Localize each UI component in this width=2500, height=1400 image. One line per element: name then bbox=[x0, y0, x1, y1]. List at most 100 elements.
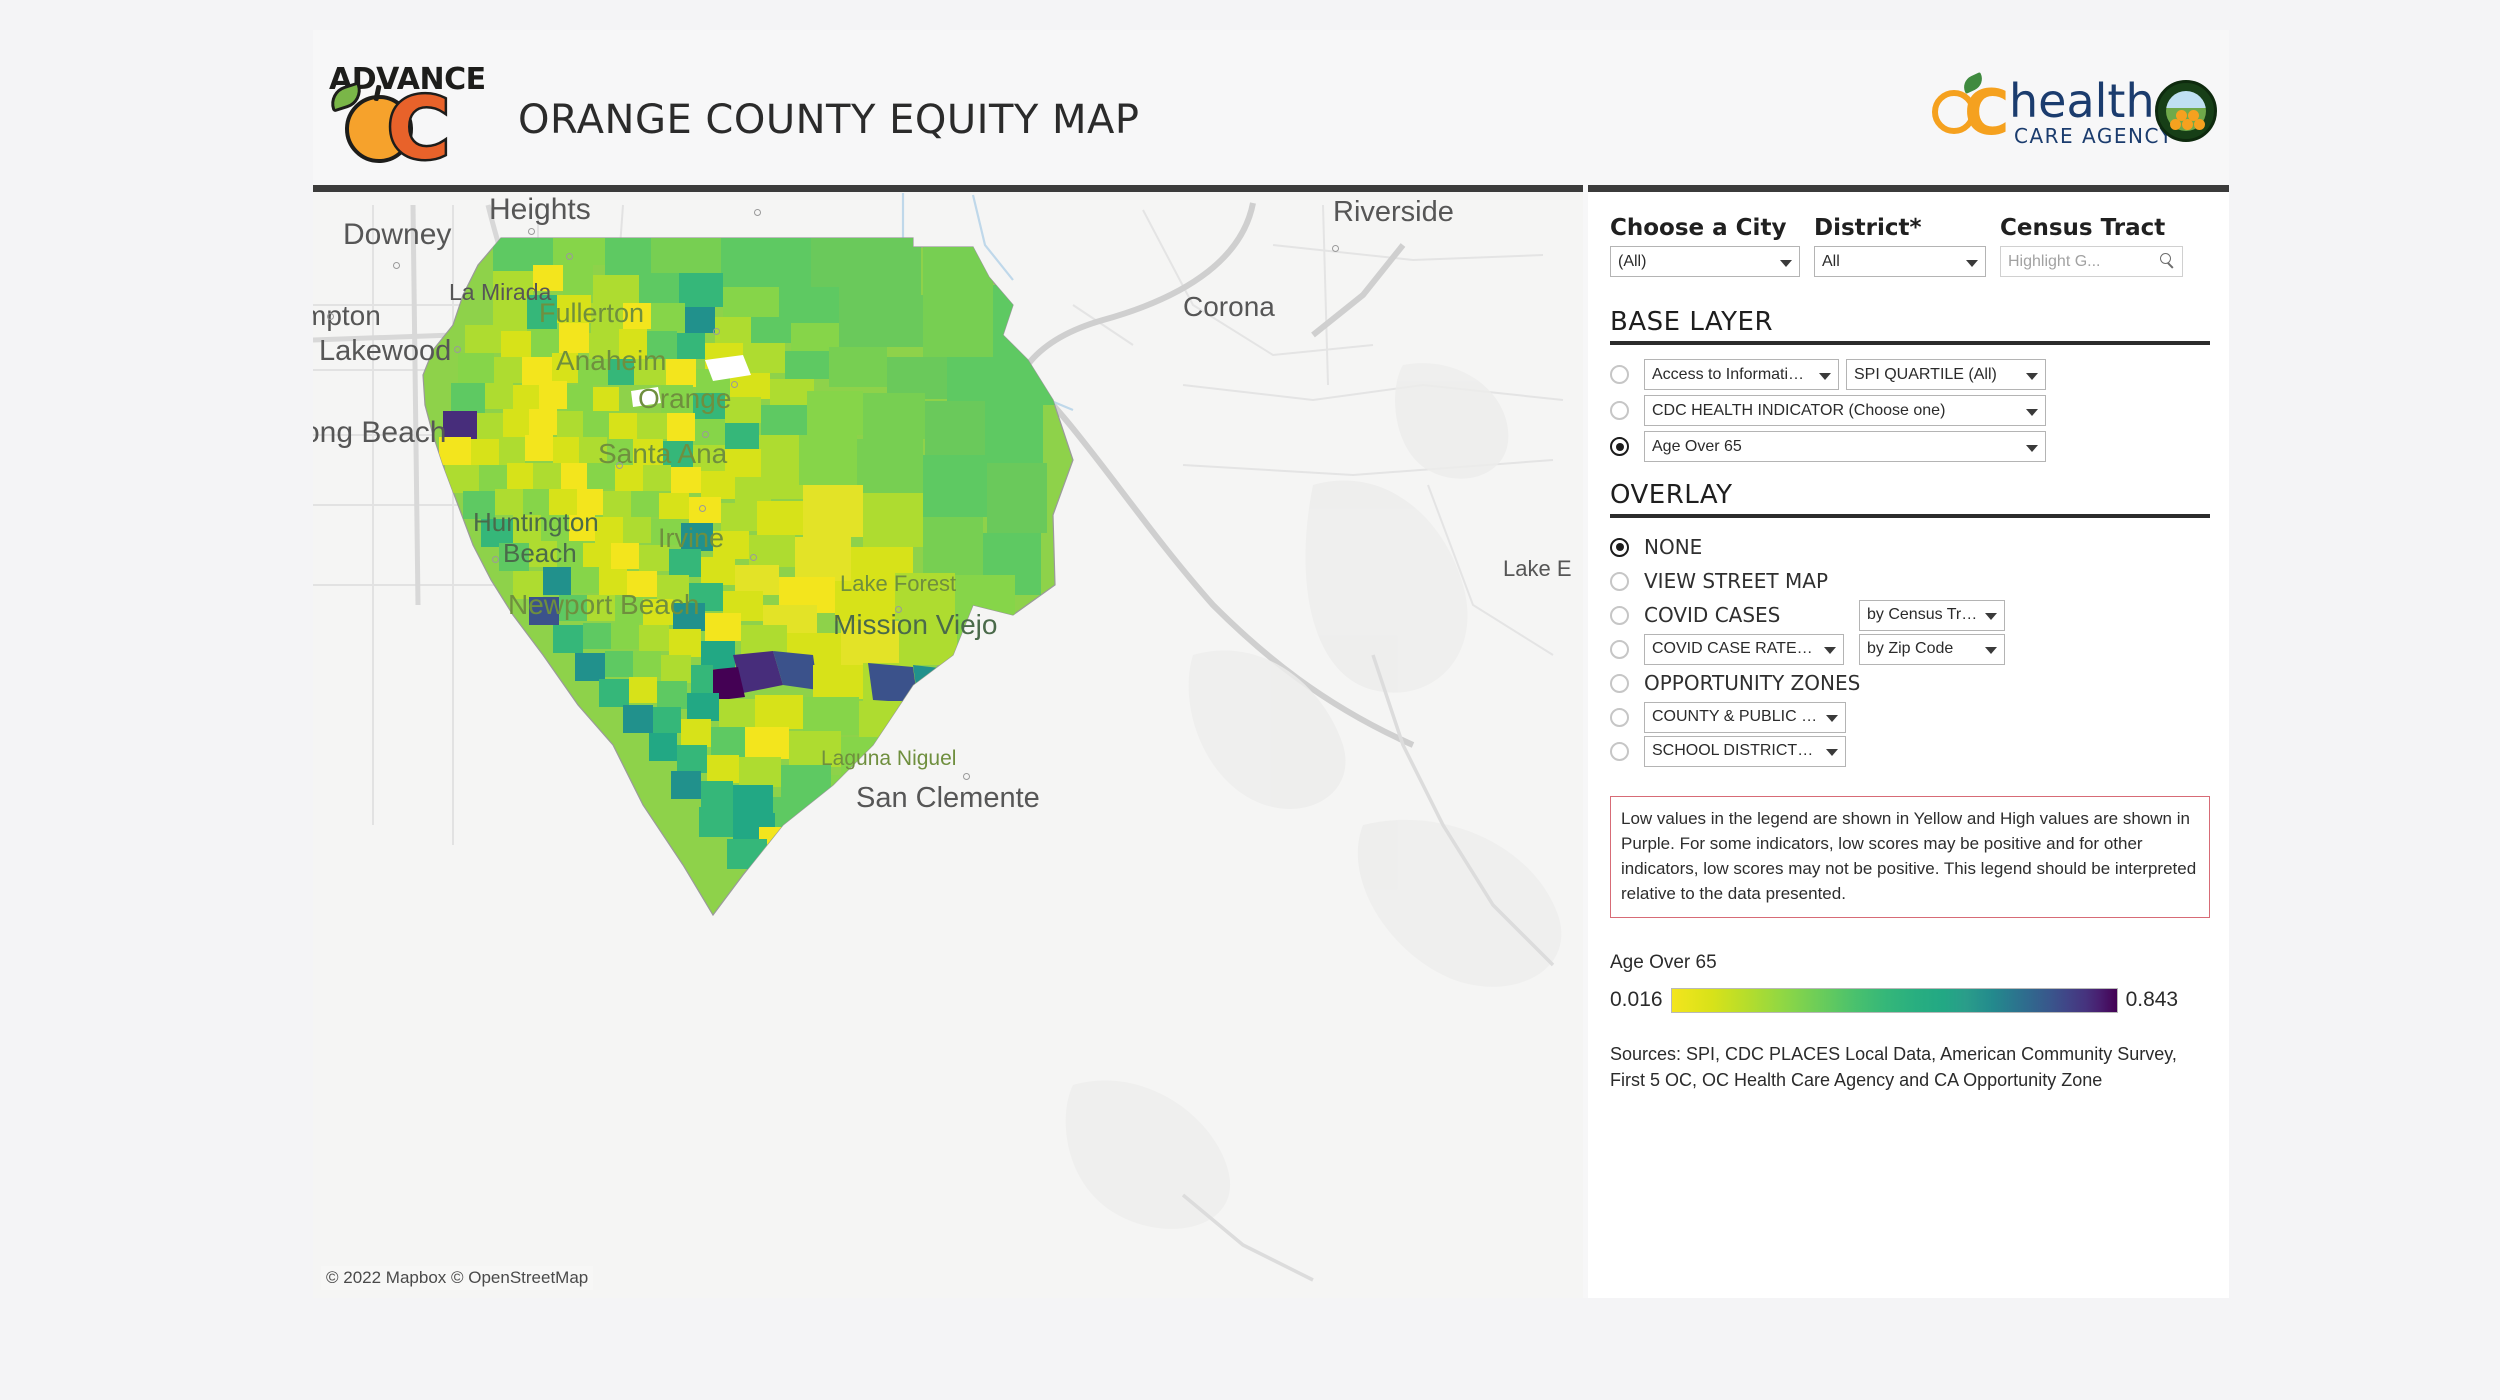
overlay-option-covid-rate[interactable]: COVID CASE RATE/TESTING % ... by Zip Cod… bbox=[1610, 633, 2210, 665]
base-layer-option-demographic[interactable]: Age Over 65 bbox=[1610, 431, 2210, 462]
radio-overlay-county-resources[interactable] bbox=[1610, 707, 1629, 727]
radio-overlay-school-districts[interactable] bbox=[1610, 741, 1629, 761]
county-public-resources-value: COUNTY & PUBLIC RESOURCE... bbox=[1652, 708, 1819, 725]
covid-rate-geography-value: by Zip Code bbox=[1867, 640, 1954, 657]
chevron-down-icon bbox=[1824, 647, 1836, 654]
radio-overlay-none[interactable] bbox=[1610, 537, 1629, 557]
ocha-c-icon: C bbox=[1964, 76, 2010, 149]
orange-fruit-icon bbox=[345, 95, 413, 163]
legend-colorbar bbox=[1670, 987, 2118, 1013]
base-layer-options: Access to Information ... SPI QUARTILE (… bbox=[1610, 359, 2210, 462]
controls-panel: Choose a City (All) District* All bbox=[1588, 185, 2229, 1298]
advance-oc-logo: ADVANCE C bbox=[321, 62, 501, 177]
chevron-down-icon bbox=[2026, 372, 2038, 380]
spi-indicator-select[interactable]: Access to Information ... bbox=[1644, 359, 1839, 390]
panel-top-divider bbox=[1588, 185, 2229, 192]
county-public-resources-select[interactable]: COUNTY & PUBLIC RESOURCE... bbox=[1644, 701, 1846, 733]
census-tract-label: Census Tract bbox=[2000, 215, 2166, 241]
chevron-down-icon bbox=[1966, 259, 1978, 267]
base-layer-heading: BASE LAYER bbox=[1610, 307, 1774, 337]
page-title: ORANGE COUNTY EQUITY MAP bbox=[518, 97, 1140, 143]
cdc-health-indicator-select[interactable]: CDC HEALTH INDICATOR (Choose one) bbox=[1644, 395, 2046, 426]
census-tract-placeholder: Highlight G... bbox=[2008, 252, 2101, 270]
radio-overlay-covid-rate[interactable] bbox=[1610, 639, 1629, 659]
chevron-down-icon bbox=[1826, 715, 1838, 722]
cdc-health-indicator-value: CDC HEALTH INDICATOR (Choose one) bbox=[1652, 401, 1946, 419]
spi-quartile-value: SPI QUARTILE (All) bbox=[1854, 365, 1997, 383]
legend-max-value: 0.843 bbox=[2125, 988, 2179, 1012]
sources-text: Sources: SPI, CDC PLACES Local Data, Ame… bbox=[1610, 1043, 2177, 1090]
school-districts-value: SCHOOL DISTRICTS - All bbox=[1652, 742, 1819, 759]
equity-map-app: ADVANCE C ORANGE COUNTY EQUITY MAP C hea… bbox=[313, 30, 2229, 1298]
legend-min-value: 0.016 bbox=[1610, 988, 1663, 1012]
overlay-heading: OVERLAY bbox=[1610, 480, 1733, 510]
radio-overlay-opportunity-zones[interactable] bbox=[1610, 673, 1629, 693]
filter-row: Choose a City (All) District* All bbox=[1610, 215, 2210, 277]
overlay-option-covid-cases[interactable]: COVID CASES by Census Tract bbox=[1610, 599, 2210, 631]
radio-base-demographic[interactable] bbox=[1610, 437, 1629, 456]
ocha-health-word: health bbox=[2009, 74, 2155, 128]
chevron-down-icon bbox=[1780, 259, 1792, 267]
chevron-down-icon bbox=[1826, 749, 1838, 756]
ocha-care-agency-word: CARE AGENCY bbox=[2014, 124, 2174, 148]
base-layer-option-cdc[interactable]: CDC HEALTH INDICATOR (Choose one) bbox=[1610, 395, 2210, 426]
covid-case-rate-value: COVID CASE RATE/TESTING % ... bbox=[1652, 640, 1817, 657]
chevron-down-icon bbox=[2026, 408, 2038, 416]
school-districts-select[interactable]: SCHOOL DISTRICTS - All bbox=[1644, 735, 1846, 767]
covid-cases-geography-select[interactable]: by Census Tract bbox=[1859, 599, 2005, 631]
tract-polygons bbox=[439, 238, 1055, 869]
county-seal-icon bbox=[2155, 80, 2217, 142]
choose-city-group: Choose a City (All) bbox=[1610, 215, 1800, 277]
overlay-option-street-map[interactable]: VIEW STREET MAP bbox=[1610, 566, 2210, 596]
covid-cases-geography-value: by Census Tract bbox=[1867, 606, 1978, 623]
ocha-o-icon bbox=[1932, 90, 1976, 134]
map-top-divider bbox=[313, 185, 1583, 192]
choose-city-select[interactable]: (All) bbox=[1610, 246, 1800, 277]
demographic-indicator-select[interactable]: Age Over 65 bbox=[1644, 431, 2046, 462]
app-body: Heights Downey Riverside La Mirada Coron… bbox=[313, 185, 2229, 1298]
demographic-indicator-value: Age Over 65 bbox=[1652, 437, 1742, 455]
overlay-street-map-label: VIEW STREET MAP bbox=[1644, 569, 1829, 593]
district-value: All bbox=[1822, 252, 1840, 270]
chevron-down-icon bbox=[2026, 444, 2038, 452]
base-layer-divider bbox=[1610, 341, 2210, 345]
radio-overlay-covid-cases[interactable] bbox=[1610, 605, 1629, 625]
overlay-divider bbox=[1610, 514, 2210, 518]
choose-city-label: Choose a City bbox=[1610, 215, 1787, 241]
chevron-down-icon bbox=[1985, 647, 1997, 654]
overlay-options: NONE VIEW STREET MAP COVID CASES by Cens… bbox=[1610, 532, 2210, 767]
district-select[interactable]: All bbox=[1814, 246, 1986, 277]
covid-rate-geography-select[interactable]: by Zip Code bbox=[1859, 633, 2005, 665]
chevron-down-icon bbox=[1985, 613, 1997, 620]
search-icon[interactable] bbox=[2160, 253, 2174, 269]
census-tract-group: Census Tract Highlight G... bbox=[2000, 215, 2183, 277]
oc-health-care-agency-logo: C health CARE AGENCY bbox=[1932, 72, 2217, 150]
app-header: ADVANCE C ORANGE COUNTY EQUITY MAP C hea… bbox=[313, 30, 2229, 185]
spi-indicator-value: Access to Information ... bbox=[1652, 365, 1812, 383]
map-attribution: © 2022 Mapbox © OpenStreetMap bbox=[321, 1266, 594, 1290]
overlay-option-county-resources[interactable]: COUNTY & PUBLIC RESOURCE... bbox=[1610, 701, 2210, 733]
overlay-none-label: NONE bbox=[1644, 535, 1703, 559]
district-group: District* All bbox=[1814, 215, 1986, 277]
census-tract-search-input[interactable]: Highlight G... bbox=[2000, 246, 2183, 277]
radio-base-spi[interactable] bbox=[1610, 365, 1629, 384]
choropleth-map[interactable]: Heights Downey Riverside La Mirada Coron… bbox=[313, 185, 1583, 1298]
overlay-opportunity-zones-label: OPPORTUNITY ZONES bbox=[1644, 671, 1861, 695]
census-tract-choropleth[interactable] bbox=[313, 185, 1583, 1298]
chevron-down-icon bbox=[1819, 372, 1831, 380]
legend-title: Age Over 65 bbox=[1610, 951, 1717, 973]
radio-overlay-street-map[interactable] bbox=[1610, 571, 1629, 591]
oc-c-letter-icon: C bbox=[384, 79, 452, 179]
overlay-option-school-districts[interactable]: SCHOOL DISTRICTS - All bbox=[1610, 735, 2210, 767]
legend-colorbar-row: 0.016 0.843 bbox=[1610, 987, 2210, 1013]
overlay-covid-cases-label: COVID CASES bbox=[1644, 603, 1781, 627]
overlay-option-opportunity-zones[interactable]: OPPORTUNITY ZONES bbox=[1610, 668, 2210, 698]
covid-case-rate-select[interactable]: COVID CASE RATE/TESTING % ... bbox=[1644, 633, 1844, 665]
overlay-option-none[interactable]: NONE bbox=[1610, 532, 2210, 562]
spi-quartile-select[interactable]: SPI QUARTILE (All) bbox=[1846, 359, 2046, 390]
base-layer-option-spi[interactable]: Access to Information ... SPI QUARTILE (… bbox=[1610, 359, 2210, 390]
legend-interpretation-note: Low values in the legend are shown in Ye… bbox=[1610, 796, 2210, 918]
radio-base-cdc[interactable] bbox=[1610, 401, 1629, 420]
district-label: District* bbox=[1814, 215, 1922, 241]
choose-city-value: (All) bbox=[1618, 252, 1647, 270]
